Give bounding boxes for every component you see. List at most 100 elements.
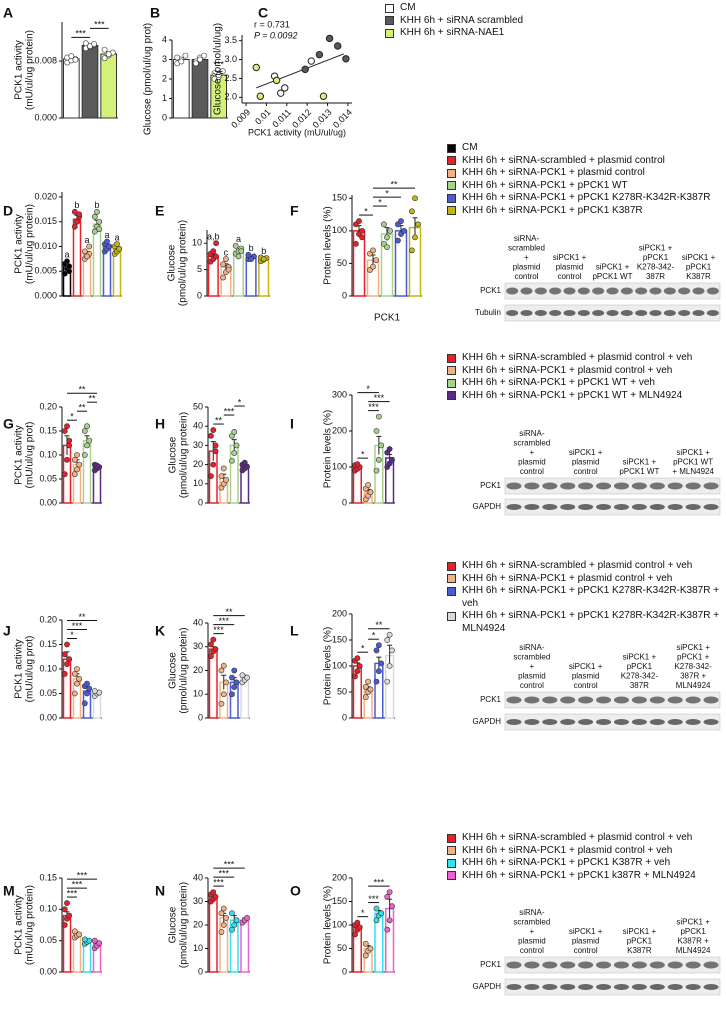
data-point bbox=[72, 56, 79, 63]
data-point bbox=[84, 442, 90, 449]
legend-swatch bbox=[385, 3, 394, 13]
lane-label: siPCK1 + bbox=[676, 918, 710, 927]
data-point bbox=[208, 473, 214, 480]
data-point bbox=[412, 195, 418, 202]
data-point bbox=[245, 251, 252, 258]
legend-label: KHH 6h + siRNA-scrambled + plasmid contr… bbox=[462, 352, 693, 363]
legend-item: KHH 6h + siRNA-PCK1 + plasmid control + … bbox=[447, 573, 722, 586]
legend-item: KHH 6h + siRNA-PCK1 + pPCK1 K278R-K342R-… bbox=[447, 192, 722, 205]
data-point bbox=[231, 684, 238, 691]
y-tick-label: 150 bbox=[332, 193, 347, 203]
data-point bbox=[61, 922, 68, 928]
data-point bbox=[94, 208, 100, 215]
data-point bbox=[354, 919, 361, 926]
blot-band bbox=[524, 696, 540, 704]
significance-label: a bbox=[114, 232, 119, 242]
y-tick-label: 30 bbox=[193, 641, 203, 651]
legend-item: KHH 6h + siRNA-PCK1 + pPCK1 WT + MLN4924 bbox=[447, 390, 722, 403]
y-tick-label: 40 bbox=[193, 872, 203, 882]
y-axis-label: PCK1 activity bbox=[14, 895, 25, 954]
data-point bbox=[389, 456, 395, 463]
data-point bbox=[61, 471, 68, 478]
y-axis-label: (pmol/ul/ug protein) bbox=[178, 220, 189, 306]
comparison-label: * bbox=[70, 630, 74, 640]
blot-band bbox=[703, 984, 719, 990]
data-point bbox=[68, 53, 75, 60]
data-point bbox=[197, 56, 203, 63]
y-tick-label: 300 bbox=[332, 389, 347, 399]
legend-label: KHH 6h + siRNA-PCK1 + pPCK1 WT + veh bbox=[462, 377, 655, 388]
data-point bbox=[71, 208, 78, 215]
lane-label: control bbox=[574, 681, 598, 690]
data-point bbox=[354, 655, 361, 662]
lane-label: siPCK1 + bbox=[569, 927, 603, 936]
data-point bbox=[64, 661, 70, 667]
y-tick-label: 10 bbox=[193, 943, 203, 953]
blot-band bbox=[685, 504, 701, 510]
data-point bbox=[233, 679, 240, 686]
y-tick-label: 100 bbox=[332, 919, 347, 929]
legend-label: CM bbox=[462, 142, 478, 153]
blot-band bbox=[667, 504, 683, 510]
data-point bbox=[182, 52, 189, 59]
data-point bbox=[353, 240, 359, 247]
y-tick-label: 200 bbox=[332, 608, 347, 618]
lane-label: scrambled bbox=[513, 653, 550, 662]
data-point bbox=[384, 244, 390, 251]
panel-letter: I bbox=[290, 416, 294, 432]
lane-label: plasmid bbox=[513, 263, 541, 272]
blot-band bbox=[524, 984, 540, 990]
y-tick-label: 0.10 bbox=[39, 449, 57, 459]
data-point bbox=[210, 427, 217, 433]
data-point bbox=[395, 237, 401, 244]
data-point bbox=[84, 423, 90, 430]
row-label: GAPDH bbox=[473, 502, 502, 511]
blot-band bbox=[649, 310, 662, 316]
blot-band bbox=[703, 719, 719, 725]
comparison-label: *** bbox=[213, 625, 224, 635]
comparison-label: * bbox=[361, 449, 365, 459]
data-point bbox=[76, 211, 83, 218]
blot-band bbox=[506, 961, 522, 969]
blot-band bbox=[678, 287, 691, 295]
lane-label: scrambled bbox=[513, 918, 550, 927]
data-point bbox=[66, 442, 73, 449]
blot-band bbox=[613, 961, 629, 969]
data-point bbox=[386, 917, 393, 924]
lane-label: control bbox=[520, 467, 544, 476]
bar bbox=[100, 53, 118, 119]
blot-band bbox=[692, 310, 705, 316]
data-point bbox=[389, 903, 395, 910]
x-tick-label: 0.01 bbox=[253, 107, 272, 126]
data-point bbox=[387, 227, 393, 234]
lane-label: pPCK1 bbox=[627, 662, 653, 671]
scatter-point bbox=[342, 55, 350, 63]
bar bbox=[72, 218, 82, 297]
data-point bbox=[81, 936, 88, 943]
data-point bbox=[82, 40, 89, 47]
lane-label: siPCK1 + bbox=[639, 244, 673, 253]
y-axis-label: Glucose bbox=[168, 652, 179, 689]
scatter-point bbox=[272, 76, 281, 85]
lane-label: plasmid bbox=[572, 937, 600, 946]
blot-band bbox=[667, 719, 683, 725]
lane-label: pPCK1 bbox=[643, 253, 669, 262]
lane-label: + bbox=[530, 927, 535, 936]
blot-band bbox=[649, 984, 665, 990]
y-tick-label: 3.5 bbox=[224, 35, 237, 45]
significance-label: b bbox=[261, 246, 266, 256]
blot-band bbox=[560, 504, 576, 510]
bar bbox=[173, 59, 190, 119]
y-tick-label: 20 bbox=[193, 919, 203, 929]
comparison-label: *** bbox=[374, 877, 385, 887]
panel-letter: O bbox=[290, 883, 301, 899]
blot-band bbox=[635, 287, 648, 295]
data-point bbox=[208, 641, 214, 648]
y-tick-label: 0.10 bbox=[39, 904, 57, 914]
panel-letter: D bbox=[3, 203, 13, 219]
legend-swatch bbox=[447, 846, 456, 855]
lane-label: K387R bbox=[627, 946, 652, 955]
legend-swatch bbox=[447, 574, 456, 583]
legend-item: KHH 6h + siRNA-PCK1 + pPCK1 k387R + MLN4… bbox=[447, 870, 722, 883]
data-point bbox=[375, 642, 382, 649]
